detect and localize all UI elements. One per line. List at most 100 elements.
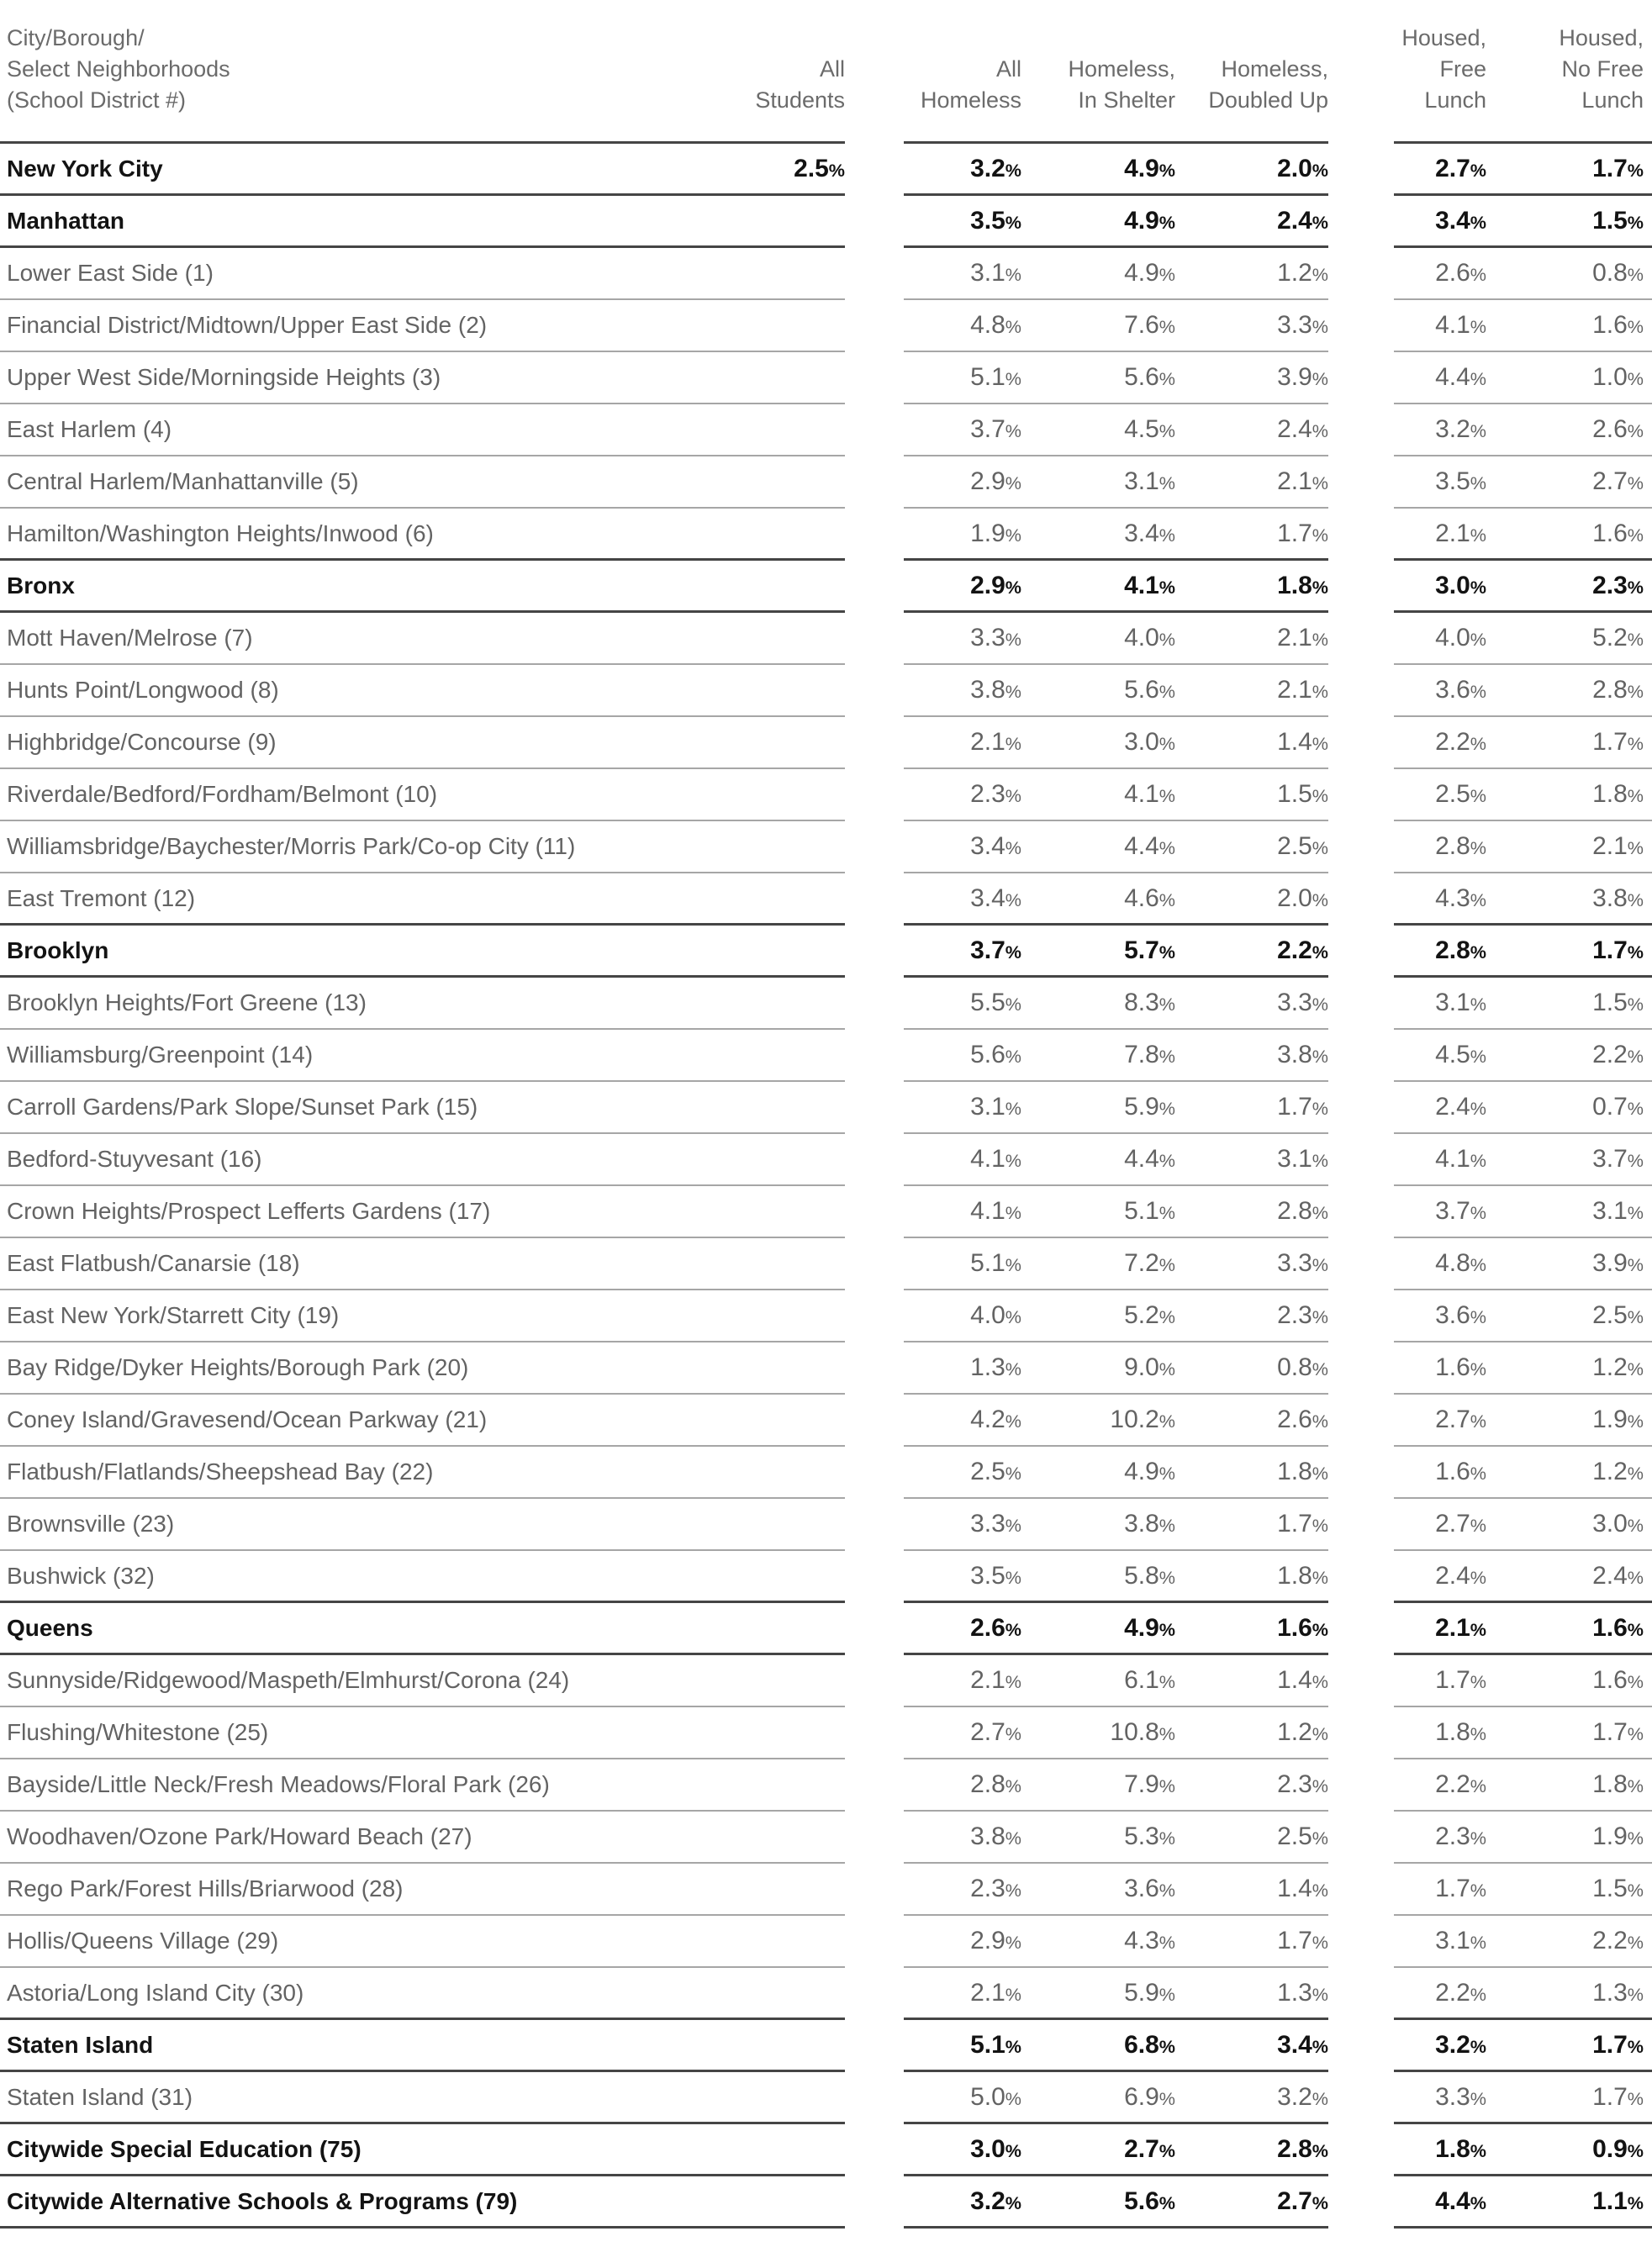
cell-in-shelter: 10.8% — [1110, 1718, 1175, 1746]
row-group-housed: 2.7% 1.9% — [1394, 1395, 1652, 1447]
cell-no-free-lunch: 1.6% — [1592, 1666, 1644, 1694]
row-group-housed: 2.2% 1.8% — [1394, 1759, 1652, 1812]
cell-in-shelter: 5.2% — [1124, 1301, 1175, 1329]
percent-sign: % — [1312, 1463, 1328, 1484]
cell-free-lunch: 2.1% — [1435, 1613, 1486, 1642]
cell-free-lunch: 3.6% — [1435, 676, 1486, 704]
percent-sign: % — [1312, 1723, 1328, 1744]
cell-free-lunch: 4.0% — [1435, 624, 1486, 651]
percent-sign: % — [1627, 2087, 1644, 2109]
cell-no-free-lunch: 1.6% — [1592, 519, 1644, 547]
row-group-homeless: 3.8% 5.6% 2.1% — [904, 665, 1328, 717]
cell-no-free-lunch: 1.5% — [1592, 989, 1644, 1016]
cell-doubled-up: 1.2% — [1277, 259, 1328, 287]
table-row: East Tremont (12) 3.4% 4.6% 2.0% 4.3% 3.8% — [0, 873, 1652, 926]
percent-sign: % — [1470, 1983, 1486, 2005]
row-group-students: Flatbush/Flatlands/Sheepshead Bay (22) — [0, 1447, 845, 1499]
row-group-housed: 2.2% 1.3% — [1394, 1968, 1652, 2020]
percent-sign: % — [1627, 1983, 1644, 2005]
table-row: Flatbush/Flatlands/Sheepshead Bay (22) 2.… — [0, 1447, 1652, 1499]
row-group-homeless: 1.9% 3.4% 1.7% — [904, 509, 1328, 561]
table-row: East New York/Starrett City (19) 4.0% 5.2%… — [0, 1290, 1652, 1342]
row-group-students: Central Harlem/Manhattanville (5) — [0, 456, 845, 509]
percent-sign: % — [1627, 1306, 1644, 1327]
cell-no-free-lunch: 2.1% — [1592, 832, 1644, 860]
row-group-housed: 4.1% 1.6% — [1394, 300, 1652, 352]
percent-sign: % — [1312, 681, 1328, 702]
cell-all-homeless: 2.5% — [970, 1458, 1021, 1485]
percent-sign: % — [1159, 629, 1175, 650]
row-label: Hollis/Queens Village (29) — [7, 1928, 279, 1954]
table-row: East Flatbush/Canarsie (18) 5.1% 7.2% 3.3% 4… — [0, 1238, 1652, 1290]
cell-doubled-up: 2.1% — [1277, 676, 1328, 704]
column-group-gap — [1328, 509, 1394, 561]
percent-sign: % — [1627, 472, 1644, 493]
row-group-homeless: 2.1% 6.1% 1.4% — [904, 1655, 1328, 1707]
percent-sign: % — [1627, 785, 1644, 806]
row-group-housed: 1.8% 0.9% — [1394, 2124, 1652, 2176]
cell-doubled-up: 1.8% — [1277, 1561, 1328, 1590]
cell-in-shelter: 7.8% — [1124, 1041, 1175, 1068]
percent-sign: % — [1470, 941, 1486, 963]
row-group-homeless: 3.5% 5.8% 1.8% — [904, 1551, 1328, 1603]
cell-free-lunch: 2.4% — [1435, 1093, 1486, 1121]
cell-in-shelter: 6.1% — [1124, 1666, 1175, 1694]
percent-sign: % — [1627, 889, 1644, 910]
row-group-homeless: 2.6% 4.9% 1.6% — [904, 1603, 1328, 1655]
percent-sign: % — [1005, 316, 1021, 337]
cell-doubled-up: 3.1% — [1277, 1145, 1328, 1173]
column-group-gap — [1328, 2072, 1394, 2124]
cell-in-shelter: 4.9% — [1124, 206, 1175, 235]
cell-doubled-up: 1.8% — [1277, 1458, 1328, 1485]
cell-all-homeless: 4.0% — [970, 1301, 1021, 1329]
cell-free-lunch: 3.7% — [1435, 1197, 1486, 1225]
column-group-gap — [845, 1395, 904, 1447]
row-group-students: Bronx — [0, 561, 845, 613]
table-row: Coney Island/Gravesend/Ocean Parkway (21… — [0, 1395, 1652, 1447]
table-row: Hunts Point/Longwood (8) 3.8% 5.6% 2.1% 3.6%… — [0, 665, 1652, 717]
column-group-gap — [845, 1968, 904, 2020]
column-group-gap — [1328, 2020, 1394, 2072]
row-group-students: East Flatbush/Canarsie (18) — [0, 1238, 845, 1290]
percent-sign: % — [1005, 1515, 1021, 1536]
cell-no-free-lunch: 3.8% — [1592, 884, 1644, 912]
table-row: Bushwick (32) 3.5% 5.8% 1.8% 2.4% 2.4% — [0, 1551, 1652, 1603]
percent-sign: % — [1470, 1723, 1486, 1744]
cell-in-shelter: 4.1% — [1124, 571, 1175, 599]
percent-sign: % — [1627, 1411, 1644, 1432]
column-group-gap — [845, 873, 904, 926]
row-group-homeless: 5.1% 6.8% 3.4% — [904, 2020, 1328, 2072]
row-group-housed: 4.4% 1.0% — [1394, 352, 1652, 404]
percent-sign: % — [1312, 420, 1328, 441]
column-group-gap — [845, 509, 904, 561]
column-group-gap — [845, 1186, 904, 1238]
percent-sign: % — [1627, 837, 1644, 858]
column-group-gap — [1328, 873, 1394, 926]
cell-free-lunch: 2.5% — [1435, 780, 1486, 808]
row-group-homeless: 2.7% 10.8% 1.2% — [904, 1707, 1328, 1759]
cell-no-free-lunch: 2.6% — [1592, 415, 1644, 443]
cell-doubled-up: 2.5% — [1277, 832, 1328, 860]
column-group-gap — [1328, 1968, 1394, 2020]
cell-doubled-up: 2.4% — [1277, 415, 1328, 443]
percent-sign: % — [1470, 2035, 1486, 2057]
row-group-housed: 2.1% 1.6% — [1394, 509, 1652, 561]
row-group-housed: 3.6% 2.5% — [1394, 1290, 1652, 1342]
percent-sign: % — [1005, 1463, 1021, 1484]
percent-sign: % — [1470, 2192, 1486, 2213]
percent-sign: % — [1470, 785, 1486, 806]
row-group-students: East Harlem (4) — [0, 404, 845, 456]
percent-sign: % — [1312, 1880, 1328, 1901]
row-group-students: Upper West Side/Morningside Heights (3) — [0, 352, 845, 404]
percent-sign: % — [1005, 1723, 1021, 1744]
cell-in-shelter: 4.4% — [1124, 1145, 1175, 1173]
column-group-gap — [845, 1082, 904, 1134]
percent-sign: % — [1005, 1202, 1021, 1223]
cell-no-free-lunch: 3.1% — [1592, 1197, 1644, 1225]
percent-sign: % — [1159, 994, 1175, 1015]
header-group-homeless: All Homeless Homeless, In Shelter Homele… — [904, 0, 1328, 144]
percent-sign: % — [1159, 420, 1175, 441]
percent-sign: % — [1627, 1618, 1644, 1640]
row-group-students: Hamilton/Washington Heights/Inwood (6) — [0, 509, 845, 561]
percent-sign: % — [1159, 941, 1175, 963]
